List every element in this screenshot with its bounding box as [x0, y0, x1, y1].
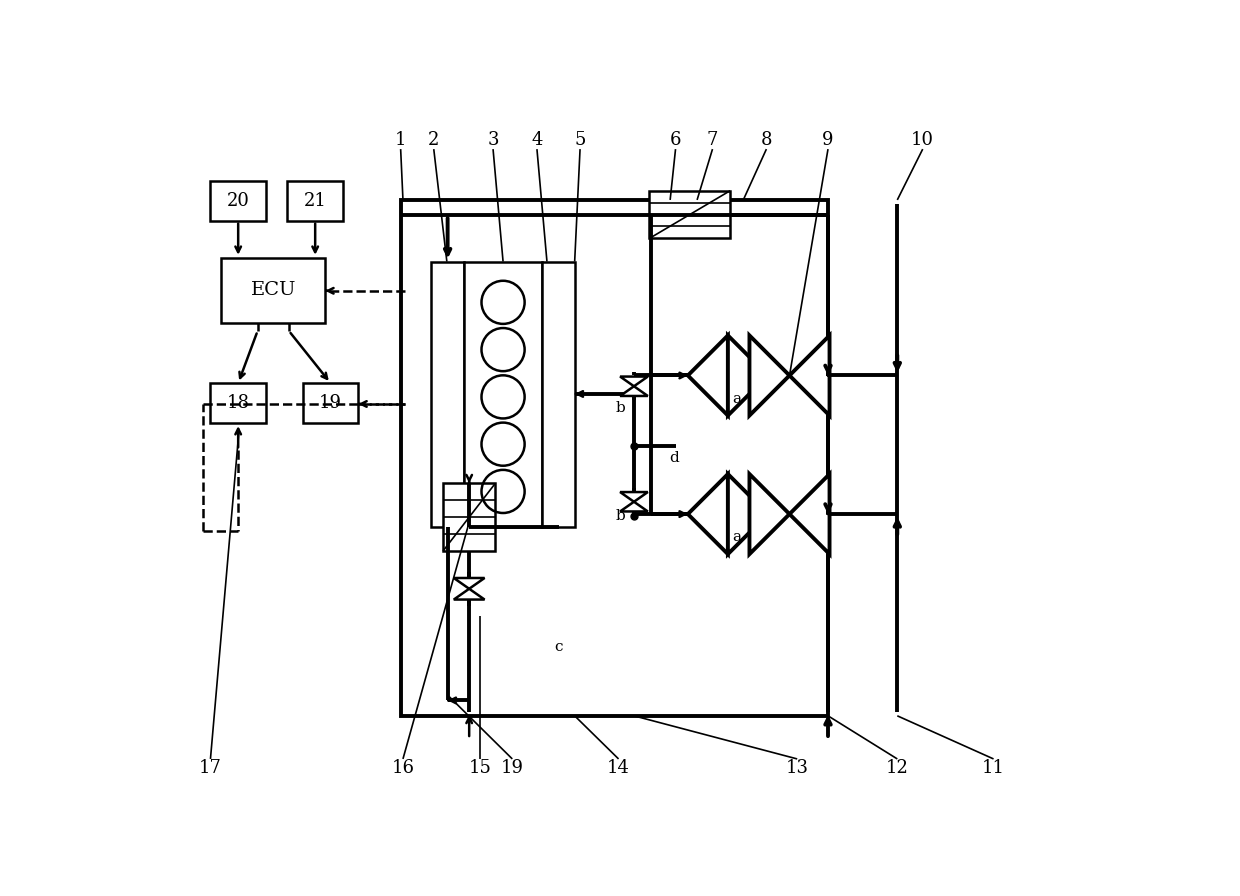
Text: a: a: [733, 530, 742, 544]
Text: 1: 1: [394, 131, 407, 149]
Text: 13: 13: [786, 759, 808, 777]
Polygon shape: [620, 376, 647, 386]
Bar: [650, 191, 730, 238]
Text: ECU: ECU: [250, 281, 296, 299]
Polygon shape: [728, 335, 768, 416]
Polygon shape: [790, 474, 830, 554]
Polygon shape: [790, 335, 830, 416]
Text: 10: 10: [911, 131, 934, 149]
Text: 6: 6: [670, 131, 681, 149]
Text: 19: 19: [501, 759, 523, 777]
Polygon shape: [620, 386, 647, 396]
Text: 4: 4: [531, 131, 543, 149]
Text: a: a: [733, 392, 742, 406]
Text: 18: 18: [227, 394, 249, 412]
Text: b: b: [615, 509, 625, 522]
Text: 20: 20: [227, 192, 249, 210]
Text: 3: 3: [487, 131, 498, 149]
Polygon shape: [749, 474, 790, 554]
Polygon shape: [620, 502, 647, 512]
Text: 21: 21: [304, 192, 326, 210]
Text: 15: 15: [469, 759, 491, 777]
Text: 11: 11: [982, 759, 1006, 777]
Polygon shape: [728, 474, 768, 554]
Text: 16: 16: [392, 759, 414, 777]
Text: 2: 2: [428, 131, 439, 149]
Text: 19: 19: [319, 394, 342, 412]
Text: c: c: [554, 640, 563, 653]
Bar: [288, 181, 343, 220]
Text: 5: 5: [574, 131, 585, 149]
Polygon shape: [620, 492, 647, 502]
Text: 14: 14: [608, 759, 630, 777]
Polygon shape: [749, 335, 790, 416]
Bar: [464, 262, 542, 527]
Bar: [401, 200, 828, 716]
Text: 12: 12: [885, 759, 909, 777]
Polygon shape: [688, 335, 728, 416]
Bar: [211, 181, 265, 220]
Text: b: b: [615, 401, 625, 415]
Bar: [542, 262, 574, 527]
Text: 17: 17: [200, 759, 222, 777]
Text: 7: 7: [707, 131, 718, 149]
Polygon shape: [454, 578, 485, 589]
Bar: [432, 262, 464, 527]
Text: 9: 9: [822, 131, 833, 149]
Text: d: d: [670, 451, 678, 465]
Polygon shape: [454, 589, 485, 599]
Bar: [221, 258, 325, 323]
Bar: [443, 483, 495, 551]
Polygon shape: [688, 474, 728, 554]
Bar: [211, 383, 265, 423]
Text: 8: 8: [760, 131, 773, 149]
Bar: [303, 383, 358, 423]
